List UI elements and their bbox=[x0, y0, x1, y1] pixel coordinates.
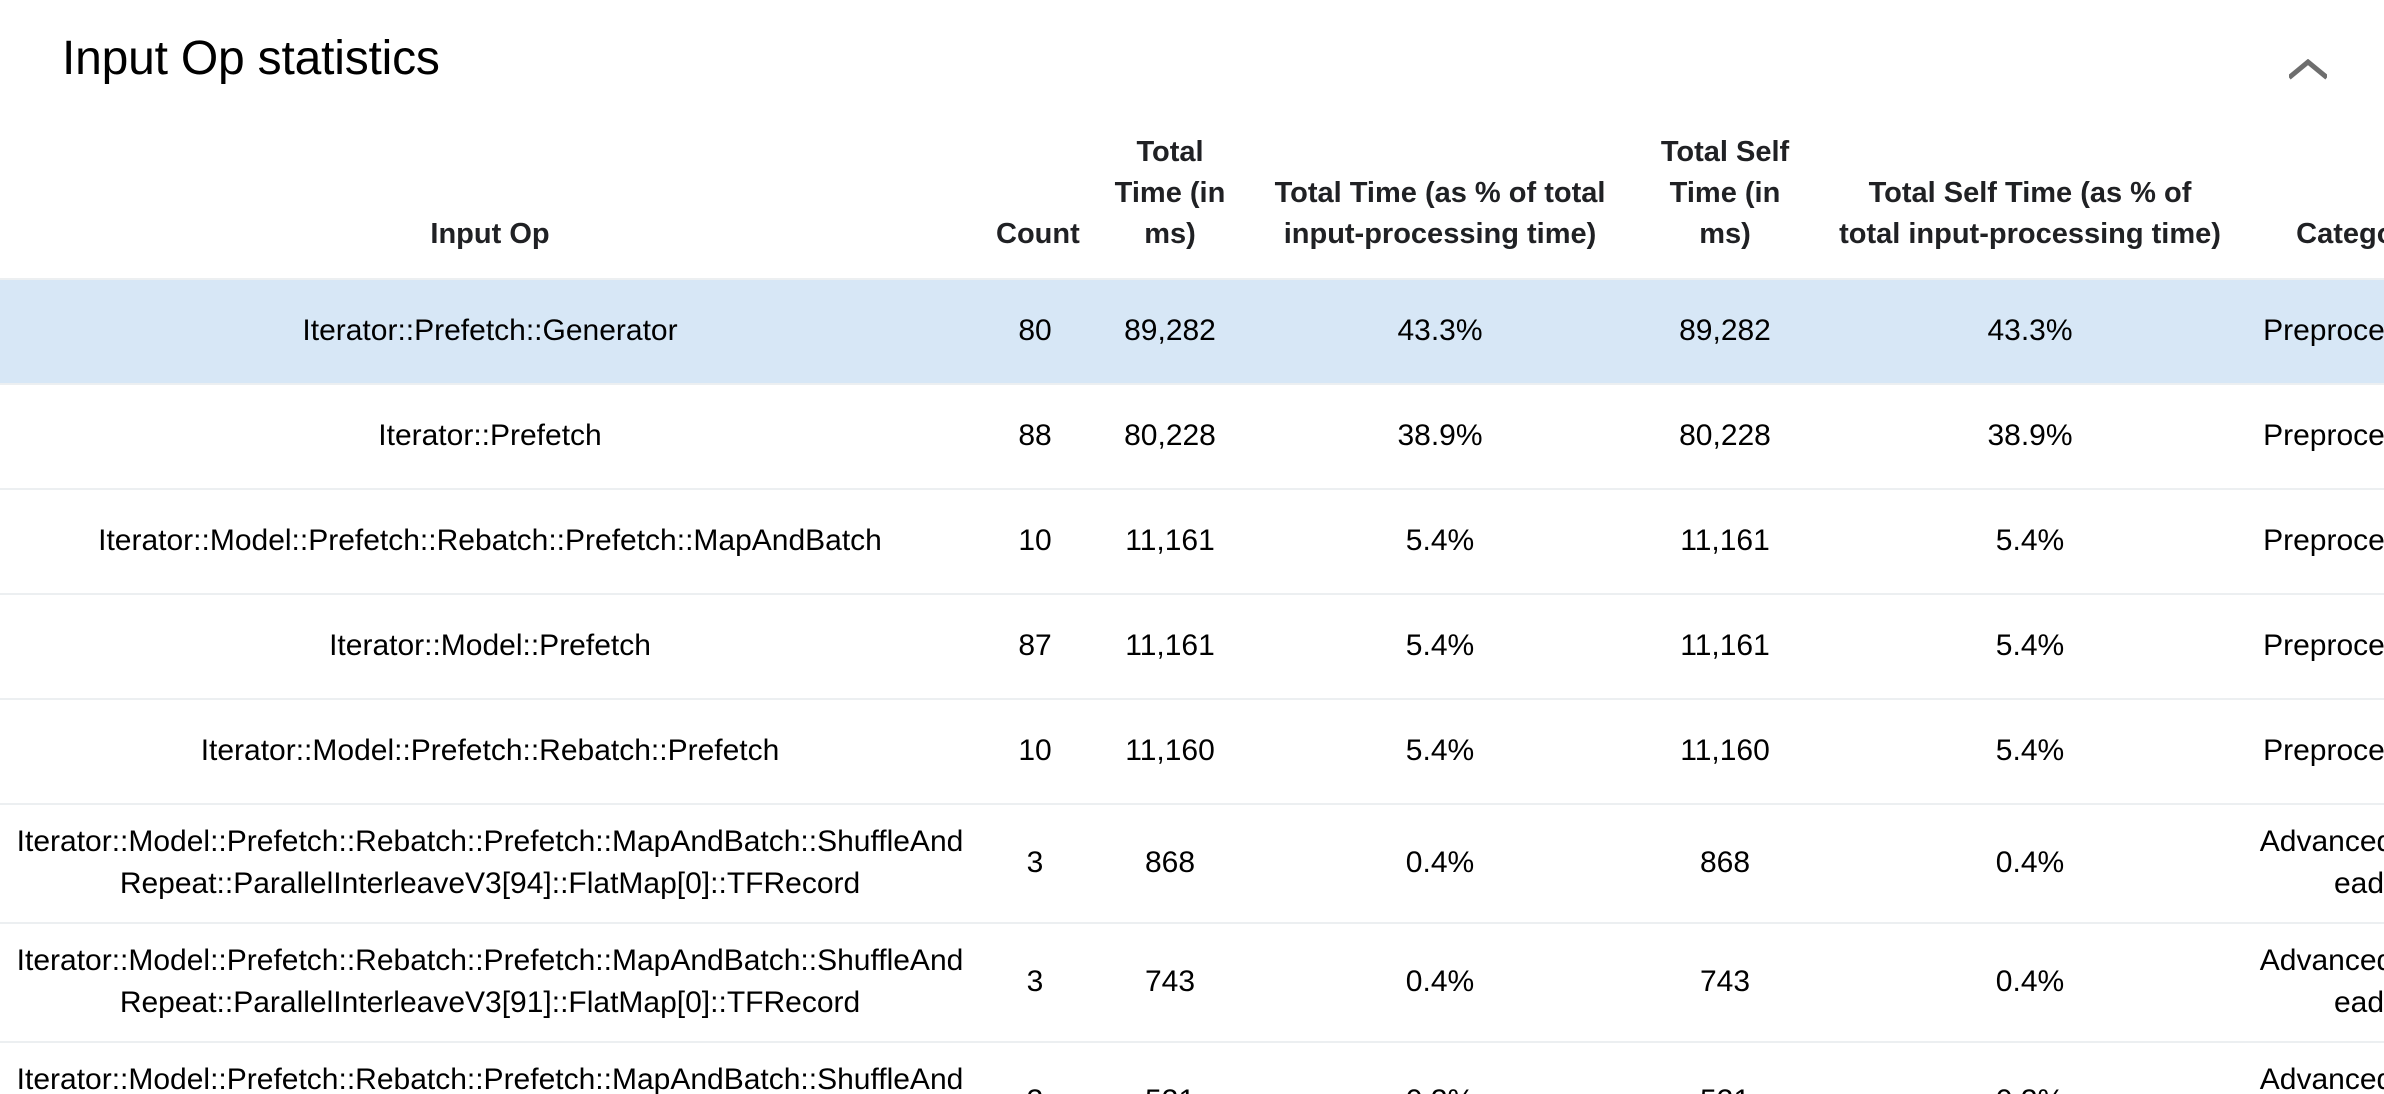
page-title: Input Op statistics bbox=[62, 31, 440, 85]
table-cell-total-time-pct: 5.4% bbox=[1250, 592, 1630, 699]
table-row[interactable]: Iterator::Model::Prefetch::Rebatch::Pref… bbox=[0, 802, 2384, 923]
table-cell-total-time-pct: 43.3% bbox=[1250, 277, 1630, 384]
table-cell-count: 87 bbox=[980, 592, 1090, 699]
table-cell-total-time-pct: 5.4% bbox=[1250, 697, 1630, 804]
table-row[interactable]: Iterator::Model::Prefetch::Rebatch::Pref… bbox=[0, 487, 2384, 594]
table-cell-total-time: 11,161 bbox=[1090, 592, 1250, 699]
table-cell-total-self-time-pct: 0.4% bbox=[1820, 802, 2240, 923]
card-header: Input Op statistics bbox=[0, 0, 2384, 118]
table-row[interactable]: Iterator::Model::Prefetch::Rebatch::Pref… bbox=[0, 921, 2384, 1042]
table-cell-category: Advanced file read bbox=[2240, 1040, 2384, 1094]
table-cell-category: Preprocessing bbox=[2240, 277, 2384, 384]
table-cell-input-op: Iterator::Prefetch bbox=[0, 382, 980, 489]
table-cell-total-self-time-pct: 5.4% bbox=[1820, 592, 2240, 699]
chevron-up-icon[interactable] bbox=[2278, 40, 2338, 100]
table-cell-total-time: 89,282 bbox=[1090, 277, 1250, 384]
table-cell-total-self-time: 521 bbox=[1630, 1040, 1820, 1094]
table-cell-total-time: 868 bbox=[1090, 802, 1250, 923]
table-row[interactable]: Iterator::Prefetch 88 80,228 38.9% 80,228 38.… bbox=[0, 382, 2384, 489]
table-cell-total-time-pct: 0.4% bbox=[1250, 921, 1630, 1042]
table-cell-count: 3 bbox=[980, 802, 1090, 923]
table-cell-category: Preprocessing bbox=[2240, 487, 2384, 594]
table-cell-total-self-time-pct: 43.3% bbox=[1820, 277, 2240, 384]
table-row[interactable]: Iterator::Model::Prefetch 87 11,161 5.4% 11,… bbox=[0, 592, 2384, 699]
table-cell-category: Preprocessing bbox=[2240, 382, 2384, 489]
column-header-total-self-time[interactable]: Total Self Time (in ms) bbox=[1630, 118, 1820, 279]
table-cell-total-self-time-pct: 5.4% bbox=[1820, 487, 2240, 594]
table-cell-total-time-pct: 0.4% bbox=[1250, 802, 1630, 923]
table-cell-total-self-time-pct: 0.3% bbox=[1820, 1040, 2240, 1094]
column-header-total-self-time-pct[interactable]: Total Self Time (as % of total input-pro… bbox=[1820, 118, 2240, 279]
table-row[interactable]: Iterator::Model::Prefetch::Rebatch::Pref… bbox=[0, 697, 2384, 804]
table-cell-total-self-time-pct: 38.9% bbox=[1820, 382, 2240, 489]
table-cell-input-op: Iterator::Model::Prefetch bbox=[0, 592, 980, 699]
table-cell-total-time: 521 bbox=[1090, 1040, 1250, 1094]
table-cell-count: 3 bbox=[980, 921, 1090, 1042]
chevron-up-glyph bbox=[2289, 59, 2327, 80]
table-cell-total-time-pct: 0.3% bbox=[1250, 1040, 1630, 1094]
column-header-category[interactable]: Category bbox=[2240, 118, 2384, 279]
table-cell-input-op: Iterator::Model::Prefetch::Rebatch::Pref… bbox=[0, 697, 980, 804]
table-header-row: Input Op Count Total Time (in ms) Total … bbox=[0, 118, 2384, 279]
table-cell-total-time-pct: 5.4% bbox=[1250, 487, 1630, 594]
column-header-total-time[interactable]: Total Time (in ms) bbox=[1090, 118, 1250, 279]
table-row[interactable]: Iterator::Model::Prefetch::Rebatch::Pref… bbox=[0, 1040, 2384, 1094]
table-cell-total-self-time: 11,160 bbox=[1630, 697, 1820, 804]
table-cell-total-time: 11,160 bbox=[1090, 697, 1250, 804]
table-cell-total-self-time-pct: 0.4% bbox=[1820, 921, 2240, 1042]
table-cell-count: 3 bbox=[980, 1040, 1090, 1094]
table-cell-count: 10 bbox=[980, 697, 1090, 804]
table-cell-input-op: Iterator::Model::Prefetch::Rebatch::Pref… bbox=[0, 802, 980, 923]
table-cell-total-self-time: 11,161 bbox=[1630, 487, 1820, 594]
table-cell-total-time: 80,228 bbox=[1090, 382, 1250, 489]
table-cell-category: Preprocessing bbox=[2240, 592, 2384, 699]
table-cell-category: Preprocessing bbox=[2240, 697, 2384, 804]
table-cell-total-self-time: 743 bbox=[1630, 921, 1820, 1042]
table-cell-input-op: Iterator::Model::Prefetch::Rebatch::Pref… bbox=[0, 1040, 980, 1094]
column-header-total-time-pct[interactable]: Total Time (as % of total input-processi… bbox=[1250, 118, 1630, 279]
table-cell-input-op: Iterator::Model::Prefetch::Rebatch::Pref… bbox=[0, 921, 980, 1042]
table-cell-total-time-pct: 38.9% bbox=[1250, 382, 1630, 489]
table-cell-count: 88 bbox=[980, 382, 1090, 489]
table-cell-count: 10 bbox=[980, 487, 1090, 594]
table-row[interactable]: Iterator::Prefetch::Generator 80 89,282 43.… bbox=[0, 277, 2384, 384]
table-cell-category: Advanced file read bbox=[2240, 921, 2384, 1042]
table-cell-total-self-time: 80,228 bbox=[1630, 382, 1820, 489]
column-header-input-op[interactable]: Input Op bbox=[0, 118, 980, 279]
table-cell-count: 80 bbox=[980, 277, 1090, 384]
table-cell-input-op: Iterator::Model::Prefetch::Rebatch::Pref… bbox=[0, 487, 980, 594]
table-cell-total-self-time: 89,282 bbox=[1630, 277, 1820, 384]
table-body: Iterator::Prefetch::Generator 80 89,282 43.… bbox=[0, 277, 2384, 1094]
stats-table-scroll-area[interactable]: Input Op Count Total Time (in ms) Total … bbox=[0, 118, 2384, 1094]
table-header: Input Op Count Total Time (in ms) Total … bbox=[0, 118, 2384, 279]
table-cell-total-time: 743 bbox=[1090, 921, 1250, 1042]
table-cell-total-self-time: 868 bbox=[1630, 802, 1820, 923]
table-cell-total-time: 11,161 bbox=[1090, 487, 1250, 594]
column-header-count[interactable]: Count bbox=[980, 118, 1090, 279]
table-cell-category: Advanced file read bbox=[2240, 802, 2384, 923]
input-op-statistics-table: Input Op Count Total Time (in ms) Total … bbox=[0, 118, 2384, 1094]
table-cell-total-self-time-pct: 5.4% bbox=[1820, 697, 2240, 804]
table-cell-total-self-time: 11,161 bbox=[1630, 592, 1820, 699]
table-cell-input-op: Iterator::Prefetch::Generator bbox=[0, 277, 980, 384]
